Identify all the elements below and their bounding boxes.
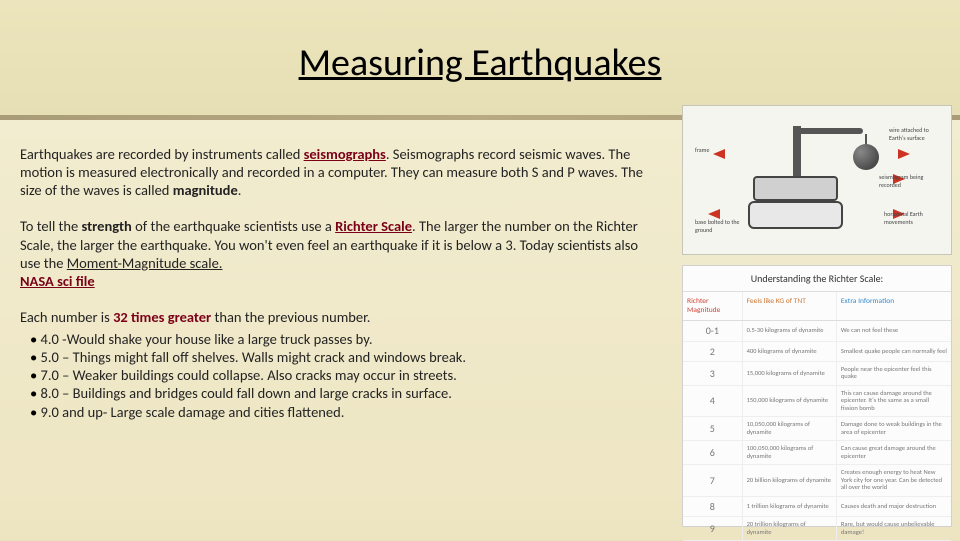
cell-info: We can not feel these: [837, 321, 951, 341]
term-strength: strength: [82, 217, 132, 235]
text: Each number is: [20, 308, 113, 326]
table-row: 2400 kilograms of dynamiteSmallest quake…: [683, 342, 951, 363]
multiplier: 32 times greater: [113, 308, 214, 326]
cell-info: This can cause damage around the epicent…: [837, 386, 951, 416]
table-row: 0-10.5-30 kilograms of dynamiteWe can no…: [683, 321, 951, 342]
paragraph-3: Each number is 32 times greater than the…: [20, 308, 660, 421]
cell-info: Damage done to weak buildings in the are…: [837, 417, 951, 440]
cell-mag: 6: [683, 441, 743, 464]
table-row: 315,000 kilograms of dynamitePeople near…: [683, 362, 951, 386]
table-row: 6100,050,000 kilograms of dynamiteCan ca…: [683, 441, 951, 465]
table-title: Understanding the Richter Scale:: [683, 266, 951, 292]
seismo-weight: [853, 144, 879, 170]
cell-mag: 3: [683, 362, 743, 385]
cell-mag: 4: [683, 386, 743, 416]
cell-tnt: 0.5-30 kilograms of dynamite: [743, 321, 837, 341]
seismograph-diagram: wire attached to Earth's surface frame s…: [682, 105, 952, 255]
page-title: Measuring Earthquakes: [0, 40, 960, 86]
text: of the earthquake scientists use a: [132, 217, 335, 235]
arrow-icon: [898, 149, 910, 159]
cell-tnt: 100,050,000 kilograms of dynamite: [743, 441, 837, 464]
diagram-label: frame: [695, 146, 709, 154]
cell-tnt: 15,000 kilograms of dynamite: [743, 362, 837, 385]
table-row: 720 billion kilograms of dynamiteCreates…: [683, 465, 951, 496]
table-row: 4150,000 kilograms of dynamiteThis can c…: [683, 386, 951, 417]
seismo-drum: [753, 176, 838, 201]
diagram-label: seismogram being recorded: [879, 173, 939, 189]
term-seismographs: seismographs: [304, 145, 386, 163]
list-item: 7.0 – Weaker buildings could collapse. A…: [20, 366, 660, 384]
table-header-row: Richter Magnitude Feels like KG of TNT E…: [683, 292, 951, 321]
cell-tnt: 400 kilograms of dynamite: [743, 342, 837, 362]
col-header: Extra Information: [837, 292, 951, 320]
cell-tnt: 10,050,000 kilograms of dynamite: [743, 417, 837, 440]
seismo-base: [748, 201, 843, 229]
richter-table: Understanding the Richter Scale: Richter…: [682, 265, 952, 527]
table-row: 920 trillion kilograms of dynamiteRare, …: [683, 517, 951, 541]
list-item: 4.0 -Would shake your house like a large…: [20, 330, 660, 348]
cell-info: Causes death and major destruction: [837, 497, 951, 517]
link-mms[interactable]: Moment-Magnitude scale.: [67, 254, 223, 272]
cell-mag: 5: [683, 417, 743, 440]
list-item: 9.0 and up- Large scale damage and citie…: [20, 403, 660, 421]
cell-tnt: 150,000 kilograms of dynamite: [743, 386, 837, 416]
diagram-label: wire attached to Earth's surface: [889, 126, 939, 142]
col-header: Feels like KG of TNT: [743, 292, 837, 320]
diagram-label: base bolted to the ground: [695, 218, 740, 234]
term-richter: Richter Scale: [335, 217, 412, 235]
list-item: 5.0 – Things might fall off shelves. Wal…: [20, 348, 660, 366]
paragraph-1: Earthquakes are recorded by instruments …: [20, 145, 660, 199]
cell-info: Creates enough energy to heat New York c…: [837, 465, 951, 495]
text: than the previous number.: [214, 308, 370, 326]
list-item: 8.0 – Buildings and bridges could fall d…: [20, 384, 660, 402]
text: Earthquakes are recorded by instruments …: [20, 145, 304, 163]
cell-mag: 7: [683, 465, 743, 495]
cell-info: Smallest quake people can normally feel: [837, 342, 951, 362]
term-magnitude: magnitude: [173, 181, 238, 199]
table-body: 0-10.5-30 kilograms of dynamiteWe can no…: [683, 321, 951, 541]
diagram-label: horizontal Earth movements: [884, 210, 939, 226]
text: To tell the: [20, 217, 82, 235]
seismo-arm: [793, 128, 863, 134]
arrow-icon: [713, 149, 725, 159]
link-nasa[interactable]: NASA sci file: [20, 272, 95, 290]
content-area: Earthquakes are recorded by instruments …: [0, 120, 960, 540]
paragraph-2: To tell the strength of the earthquake s…: [20, 217, 660, 290]
table-row: 510,050,000 kilograms of dynamiteDamage …: [683, 417, 951, 441]
magnitude-list: 4.0 -Would shake your house like a large…: [20, 330, 660, 421]
cell-info: Can cause great damage around the epicen…: [837, 441, 951, 464]
col-header: Richter Magnitude: [683, 292, 743, 320]
cell-mag: 0-1: [683, 321, 743, 341]
cell-mag: 8: [683, 497, 743, 517]
table-row: 81 trillion kilograms of dynamiteCauses …: [683, 497, 951, 518]
cell-mag: 9: [683, 517, 743, 540]
cell-tnt: 20 billion kilograms of dynamite: [743, 465, 837, 495]
cell-tnt: 1 trillion kilograms of dynamite: [743, 497, 837, 517]
header-band: Measuring Earthquakes: [0, 0, 960, 120]
cell-info: People near the epicenter feel this quak…: [837, 362, 951, 385]
body-text: Earthquakes are recorded by instruments …: [20, 145, 660, 421]
text: .: [238, 181, 242, 199]
cell-mag: 2: [683, 342, 743, 362]
cell-info: Rare, but would cause unbelievable damag…: [837, 517, 951, 540]
cell-tnt: 20 trillion kilograms of dynamite: [743, 517, 837, 540]
